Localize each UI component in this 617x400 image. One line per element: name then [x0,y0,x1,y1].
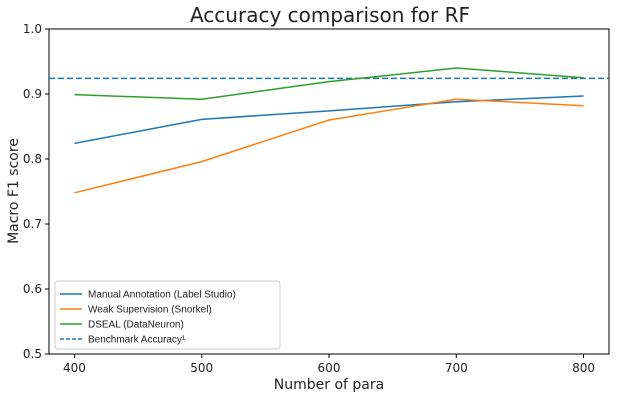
x-tick-label: 400 [63,361,86,375]
y-axis: 0.5 0.6 0.7 0.8 0.9 1.0 [23,22,49,361]
series-line-1 [74,98,584,194]
y-tick-label: 0.6 [23,282,42,296]
legend-label: Benchmark Accuracy¹ [88,335,186,346]
legend-box [54,280,281,350]
x-axis-title: Number of para [274,377,384,393]
x-axis: 400 500 600 700 800 [63,354,595,375]
y-tick-label: 1.0 [23,22,42,36]
legend: Manual Annotation (Label Studio) Weak Sup… [54,280,281,350]
y-tick-label: 0.9 [23,87,42,101]
y-tick-label: 0.7 [23,217,42,231]
legend-label: Manual Annotation (Label Studio) [88,290,236,301]
y-axis-title: Macro F1 score [6,138,22,244]
x-tick-label: 600 [318,361,341,375]
chart-title: Accuracy comparison for RF [190,3,470,27]
series-line-2 [74,67,584,100]
series-lines [74,67,584,194]
y-tick-label: 0.5 [23,347,42,361]
x-tick-label: 700 [445,361,468,375]
x-tick-label: 500 [190,361,213,375]
x-tick-label: 800 [572,361,595,375]
legend-label: Weak Supervision (Snorkel) [88,305,212,316]
legend-label: DSEAL (DataNeuron) [88,320,184,331]
y-tick-label: 0.8 [23,152,42,166]
series-line-0 [74,95,584,145]
